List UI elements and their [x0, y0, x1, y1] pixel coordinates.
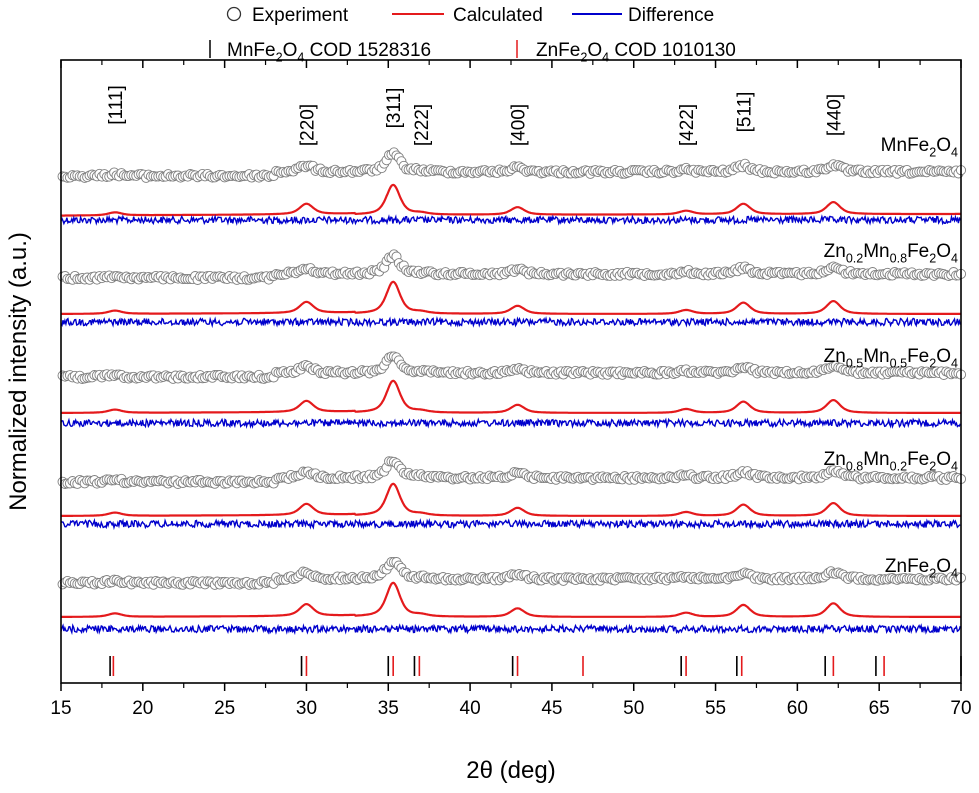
x-tick-label-20: 20	[132, 698, 153, 719]
calculated-curve-1	[61, 280, 961, 315]
experiment-points-4	[57, 556, 967, 590]
sample-pattern-2: Zn0.5Mn0.5Fe2O4	[57, 346, 967, 430]
sample-pattern-3: Zn0.8Mn0.2Fe2O4	[57, 449, 967, 531]
sample-pattern-1: Zn0.2Mn0.8Fe2O4	[57, 241, 967, 329]
legend-label-difference: Difference	[628, 5, 714, 26]
reflection-label-511: [511]	[734, 92, 755, 133]
calculated-curve-2	[61, 379, 961, 414]
x-tick-label-55: 55	[705, 698, 726, 719]
difference-curve-4	[60, 622, 961, 636]
sample-pattern-4: ZnFe2O4	[57, 556, 967, 636]
calculated-curve-4	[61, 581, 961, 618]
legend-label-mnfe2o4-cod: MnFe2O4 COD 1528316	[227, 40, 431, 64]
x-tick-label-45: 45	[541, 698, 562, 719]
experiment-points-3	[57, 456, 967, 489]
x-tick-label-70: 70	[950, 698, 971, 719]
reflection-label-311: [311]	[384, 88, 405, 129]
calculated-curve-3	[61, 482, 961, 517]
x-tick-label-40: 40	[460, 698, 481, 719]
x-tick-label-30: 30	[296, 698, 317, 719]
difference-curve-1	[60, 315, 961, 329]
reflection-label-220: [220]	[297, 104, 318, 146]
x-tick-label-35: 35	[378, 698, 399, 719]
experiment-points-2	[57, 351, 967, 384]
x-tick-label-15: 15	[50, 698, 71, 719]
x-tick-label-60: 60	[787, 698, 808, 719]
sample-label-4: ZnFe2O4	[885, 556, 958, 580]
sample-pattern-0: MnFe2O4	[57, 135, 967, 227]
legend-label-calculated: Calculated	[453, 5, 543, 26]
sample-label-1: Zn0.2Mn0.8Fe2O4	[824, 241, 958, 265]
reflection-label-111: [111]	[106, 85, 127, 124]
reflection-label-440: [440]	[824, 94, 845, 136]
difference-curve-0	[60, 214, 961, 227]
experiment-points-1	[57, 249, 967, 285]
legend-label-znfe2o4-cod: ZnFe2O4 COD 1010130	[536, 40, 736, 64]
sample-label-0: MnFe2O4	[881, 135, 958, 159]
y-axis-label: Normalized intensity (a.u.)	[5, 232, 32, 511]
sample-label-2: Zn0.5Mn0.5Fe2O4	[824, 346, 958, 370]
reflection-label-422: [422]	[677, 104, 698, 146]
sample-label-3: Zn0.8Mn0.2Fe2O4	[824, 449, 958, 473]
reflection-label-400: [400]	[509, 104, 530, 146]
x-tick-label-65: 65	[869, 698, 890, 719]
x-tick-label-25: 25	[214, 698, 235, 719]
difference-curve-3	[60, 517, 961, 531]
plot-area: [111] [220] [311] [222] [400] [422] [511] [440]…	[57, 85, 967, 676]
calculated-curve-0	[61, 183, 961, 217]
x-tick-label-50: 50	[623, 698, 644, 719]
x-axis-label: 2θ (deg)	[466, 757, 555, 784]
experiment-points-0	[57, 147, 967, 183]
difference-curve-2	[60, 416, 961, 430]
legend-marker-experiment	[226, 6, 242, 22]
legend-label-experiment: Experiment	[252, 5, 349, 26]
axes: 15 20 25 30 35 40 45 50 55 60 65 70 2θ (deg) Normaliz…	[5, 59, 972, 784]
reflection-label-222: [222]	[412, 104, 433, 146]
legend: Experiment Calculated Difference MnFe2O4 CO…	[209, 5, 736, 64]
